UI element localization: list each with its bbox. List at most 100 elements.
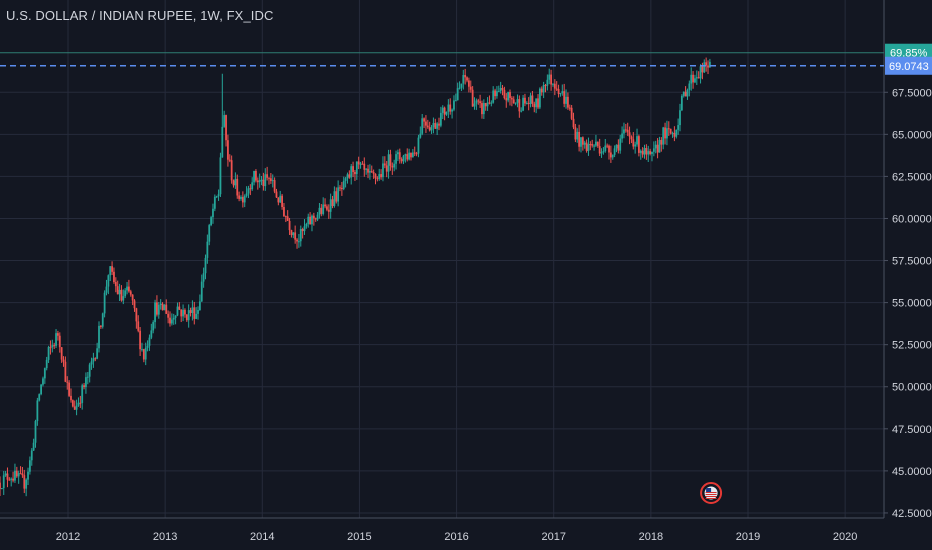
candle-body [451,109,453,112]
candle-body [88,364,91,377]
candle-body [533,103,536,108]
candle-body [538,88,541,108]
candle-body [368,171,371,173]
candle-body [170,319,173,324]
candle-body [213,196,216,209]
candle-body [228,159,231,161]
candle-body [204,257,207,274]
candle-body [639,150,642,153]
candle-body [503,89,506,99]
candle-body [410,152,412,158]
candle-body [567,96,569,108]
x-tick-label: 2017 [541,531,565,543]
candle-body [178,306,181,310]
candle-body [137,321,140,331]
candle-body [458,87,461,89]
candle-body [439,112,442,126]
candle-body [193,307,196,319]
candle-body [484,102,487,107]
candle-body [292,232,295,236]
candle-body [221,126,224,158]
candle-body [337,187,340,202]
candle-body [400,159,403,162]
candle-body [53,345,56,347]
candle-body [139,330,142,350]
candle-body [609,152,612,158]
candle-body [393,163,396,168]
candle-body [499,88,502,92]
candle-body [679,110,681,126]
x-tick-label: 2019 [736,531,760,543]
candle-body [232,180,235,186]
candle-body [363,163,366,170]
candle-body [680,95,683,111]
candle-body [453,100,455,110]
y-tick-label: 60.0000 [892,213,932,225]
candle-body [441,107,444,113]
candle-body [376,178,379,180]
candle-body [344,178,347,181]
candle-body [512,99,515,104]
candle-body [314,218,317,220]
candle-body [677,125,680,130]
candle-body [159,303,162,305]
candle-body [83,385,85,388]
candle-body [490,102,493,104]
candle-body [279,195,282,203]
candle-body [206,241,209,258]
candle-body [417,137,420,154]
candle-body [133,300,136,309]
candle-body [131,294,134,301]
candle-body [527,103,530,105]
candle-body [578,131,581,147]
candle-body [286,216,289,221]
candle-body [271,180,274,182]
candle-body [658,140,661,153]
candle-body [167,313,170,318]
candle-body [55,333,57,346]
candle-body [456,88,459,101]
candle-body [301,228,304,232]
candle-body [223,115,226,127]
candle-body [585,142,588,151]
candle-body [256,180,259,183]
candle-body [109,266,112,276]
candle-body [647,151,650,155]
candle-body [64,361,67,382]
candle-body [408,152,411,160]
candle-body [524,97,526,104]
candle-body [318,207,321,215]
candle-body [85,377,87,388]
candle-body [608,145,610,153]
candle-body [247,188,250,194]
flag-stripe [705,494,717,495]
candle-body [86,376,89,378]
candle-body [561,91,564,94]
candle-body [103,292,106,314]
candle-body [129,291,132,295]
candle-body [581,137,584,145]
candle-body [537,98,539,108]
candle-body [81,385,84,403]
candle-body [430,127,433,131]
candle-body [154,302,156,323]
candle-body [96,348,99,359]
candle-body [464,74,467,78]
candle-body [563,91,566,104]
candle-body [62,359,65,362]
candle-body [14,470,16,481]
candle-body [273,180,276,192]
x-tick-label: 2015 [347,531,371,543]
candle-body [671,132,674,134]
candle-body [374,173,377,179]
y-tick-label: 62.5000 [892,171,932,183]
candle-body [684,91,687,97]
candle-body [268,177,270,179]
candle-body [320,207,323,214]
candle-body [370,171,373,173]
candle-body [514,102,517,104]
candle-body [135,308,138,322]
